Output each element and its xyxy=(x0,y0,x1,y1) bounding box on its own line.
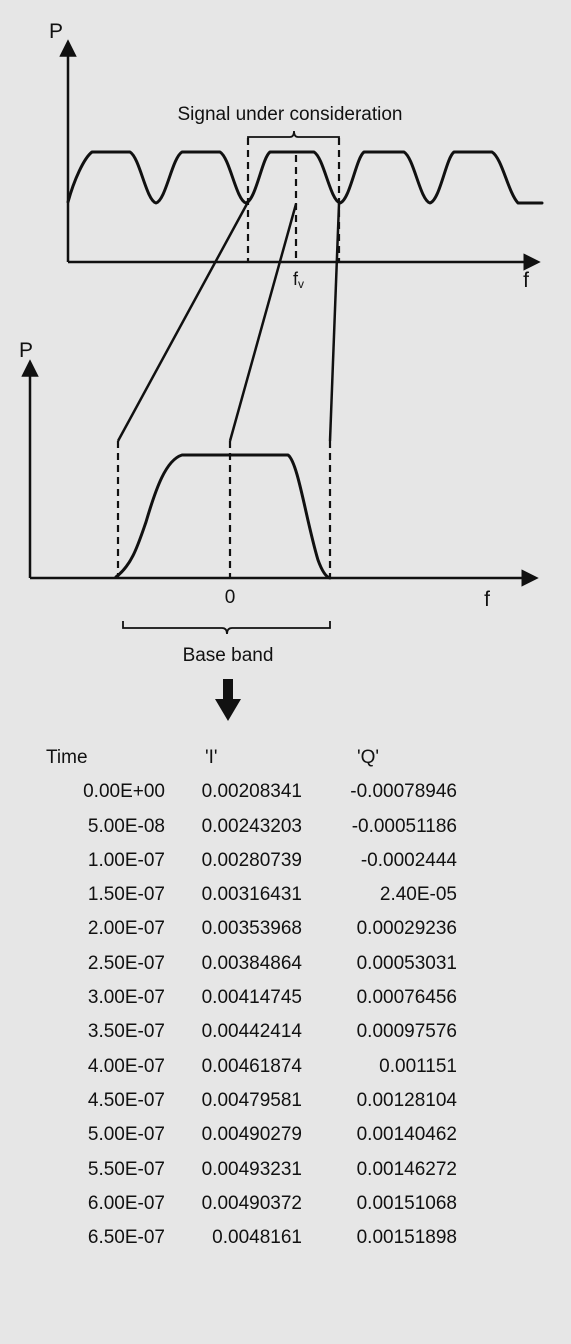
cell-time: 2.00E-07 xyxy=(87,918,165,940)
table-row: 4.00E-07 0.00461874 0.001151 xyxy=(30,1056,550,1090)
table-header-row: Time 'I' 'Q' xyxy=(30,747,550,781)
signal-brace xyxy=(247,130,340,144)
header-i: 'I' xyxy=(205,747,218,768)
mapping-lines xyxy=(116,201,341,442)
cell-i: 0.00208341 xyxy=(201,781,302,803)
left-edge-connector xyxy=(116,201,250,442)
cell-q: 0.00151068 xyxy=(356,1192,457,1214)
header-q: 'Q' xyxy=(357,747,380,768)
table-row: 5.50E-07 0.00493231 0.00146272 xyxy=(30,1159,550,1193)
cell-time: 5.00E-07 xyxy=(87,1124,165,1146)
baseband-spectrum-plot: P f 0 Base band xyxy=(19,339,539,666)
cell-time: 3.50E-07 xyxy=(87,1021,165,1043)
cell-q: -0.00078946 xyxy=(350,781,457,803)
table-row: 6.00E-07 0.00490372 0.00151068 xyxy=(30,1193,550,1227)
cell-q: 0.001151 xyxy=(379,1055,457,1077)
header-time: Time xyxy=(46,747,88,768)
cell-time: 4.50E-07 xyxy=(87,1089,165,1111)
down-arrow-icon xyxy=(215,679,241,721)
cell-i: 0.00479581 xyxy=(201,1089,302,1111)
cell-time: 4.00E-07 xyxy=(87,1055,165,1077)
table-row: 5.00E-08 0.00243203 -0.00051186 xyxy=(30,816,550,850)
table-row: 4.50E-07 0.00479581 0.00128104 xyxy=(30,1090,550,1124)
rf-spectrum-curve xyxy=(66,150,544,205)
cell-q: 0.00076456 xyxy=(356,987,457,1009)
cell-q: 0.00053031 xyxy=(356,952,457,974)
baseband-y-axis-label: P xyxy=(19,339,33,362)
right-edge-connector xyxy=(328,203,341,442)
table-row: 2.50E-07 0.00384864 0.00053031 xyxy=(30,953,550,987)
table-row: 5.00E-07 0.00490279 0.00140462 xyxy=(30,1124,550,1158)
baseband-x-axis-label: f xyxy=(484,588,490,611)
cell-q: -0.0002444 xyxy=(360,849,457,871)
carrier-label-subscript: v xyxy=(298,277,304,291)
table-row: 2.00E-07 0.00353968 0.00029236 xyxy=(30,918,550,952)
cell-q: 2.40E-05 xyxy=(379,884,457,906)
cell-time: 2.50E-07 xyxy=(87,952,165,974)
cell-q: 0.00097576 xyxy=(356,1021,457,1043)
cell-q: 0.00146272 xyxy=(356,1158,457,1180)
table-row: 1.00E-07 0.00280739 -0.0002444 xyxy=(30,850,550,884)
cell-i: 0.00442414 xyxy=(201,1021,302,1043)
top-x-axis-label: f xyxy=(523,269,529,292)
cell-time: 6.50E-07 xyxy=(87,1227,165,1249)
cell-q: 0.00151898 xyxy=(356,1227,457,1249)
cell-time: 1.50E-07 xyxy=(87,884,165,906)
base-band-label: Base band xyxy=(183,645,274,666)
cell-i: 0.00243203 xyxy=(201,815,302,837)
base-band-brace xyxy=(122,621,331,635)
cell-time: 5.50E-07 xyxy=(87,1158,165,1180)
cell-q: 0.00140462 xyxy=(356,1124,457,1146)
carrier-label-main: f xyxy=(293,269,299,289)
cell-q: 0.00029236 xyxy=(356,918,457,940)
cell-time: 6.00E-07 xyxy=(87,1192,165,1214)
table-row: 3.00E-07 0.00414745 0.00076456 xyxy=(30,987,550,1021)
cell-q: 0.00128104 xyxy=(356,1089,457,1111)
cell-i: 0.00490279 xyxy=(201,1124,302,1146)
table-row: 3.50E-07 0.00442414 0.00097576 xyxy=(30,1021,550,1055)
cell-i: 0.00384864 xyxy=(201,952,302,974)
center-connector xyxy=(228,203,298,442)
cell-i: 0.00280739 xyxy=(201,849,302,871)
table-row: 6.50E-07 0.0048161 0.00151898 xyxy=(30,1227,550,1261)
cell-i: 0.00493231 xyxy=(201,1158,302,1180)
top-y-axis-label: P xyxy=(49,20,63,43)
cell-time: 3.00E-07 xyxy=(87,987,165,1009)
cell-i: 0.0048161 xyxy=(212,1227,302,1249)
table-row: 0.00E+00 0.00208341 -0.00078946 xyxy=(30,781,550,815)
cell-i: 0.00461874 xyxy=(201,1055,302,1077)
cell-i: 0.00353968 xyxy=(201,918,302,940)
cell-i: 0.00316431 xyxy=(201,884,302,906)
zero-frequency-label: 0 xyxy=(225,587,236,608)
cell-time: 1.00E-07 xyxy=(87,849,165,871)
cell-i: 0.00414745 xyxy=(201,987,302,1009)
carrier-frequency-label: fv xyxy=(293,269,304,291)
iq-samples-table: Time 'I' 'Q' 0.00E+00 0.00208341 -0.000789… xyxy=(30,747,550,1261)
baseband-spectrum-curve xyxy=(114,453,332,580)
cell-q: -0.00051186 xyxy=(351,815,457,837)
signal-under-consideration-label: Signal under consideration xyxy=(178,104,403,125)
cell-time: 0.00E+00 xyxy=(83,781,165,803)
top-spectrum-plot: P f Signal under consideration fv xyxy=(49,20,544,292)
table-row: 1.50E-07 0.00316431 2.40E-05 xyxy=(30,884,550,918)
cell-time: 5.00E-08 xyxy=(87,815,165,837)
cell-i: 0.00490372 xyxy=(201,1192,302,1214)
